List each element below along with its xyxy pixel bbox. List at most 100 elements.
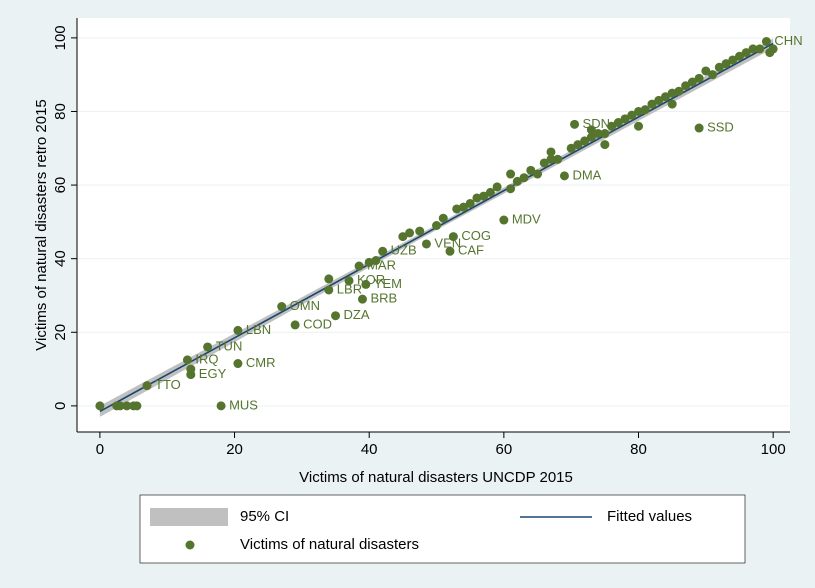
point [667, 99, 677, 109]
point [681, 81, 691, 91]
point [485, 187, 495, 197]
point [586, 125, 596, 135]
point [452, 204, 462, 214]
point [233, 359, 243, 369]
point [748, 44, 758, 54]
point [654, 95, 664, 105]
point [553, 154, 563, 164]
point-label: CMR [246, 355, 276, 370]
point [728, 55, 738, 65]
point [479, 191, 489, 201]
point [701, 66, 711, 76]
point [290, 320, 300, 330]
point [566, 143, 576, 153]
point-label: DZA [344, 307, 370, 322]
point [519, 173, 529, 183]
point [132, 401, 142, 411]
point [421, 239, 431, 249]
point [448, 232, 458, 242]
point [573, 140, 583, 150]
point-label: CAF [458, 243, 484, 258]
point-label: BRB [370, 291, 397, 306]
point [405, 228, 415, 238]
point [600, 140, 610, 150]
point-label: CHN [774, 33, 802, 48]
point [539, 158, 549, 168]
point [492, 182, 502, 192]
legend-swatch [185, 540, 195, 550]
point [526, 165, 536, 175]
legend-label: Victims of natural disasters [240, 536, 419, 553]
y-tick-label: 100 [52, 25, 69, 50]
point-label: LBR [337, 281, 362, 296]
point [708, 70, 718, 80]
legend-swatch [150, 508, 228, 526]
point [415, 226, 425, 236]
point [203, 342, 213, 352]
point [182, 355, 192, 365]
point-label: LBN [246, 322, 271, 337]
point [354, 261, 364, 271]
point [506, 169, 516, 179]
point-label: TTO [155, 377, 181, 392]
y-tick-label: 0 [52, 402, 69, 410]
point [721, 59, 731, 69]
point [735, 51, 745, 61]
point-label: TUN [216, 338, 243, 353]
y-tick-label: 60 [52, 177, 69, 194]
point [600, 129, 610, 139]
point [499, 215, 509, 225]
point [570, 119, 580, 129]
point [593, 129, 603, 139]
point [277, 302, 287, 312]
point-label: OMN [290, 298, 320, 313]
point [667, 88, 677, 98]
point [761, 37, 771, 47]
point-label: COD [303, 316, 332, 331]
point [472, 193, 482, 203]
point [122, 401, 132, 411]
x-tick-label: 100 [761, 441, 786, 458]
point-label: VEN [434, 235, 461, 250]
point [694, 73, 704, 83]
point [768, 44, 778, 54]
point [458, 202, 468, 212]
point [115, 401, 125, 411]
point-label: COG [461, 228, 491, 243]
x-axis-title: Victims of natural disasters UNCDP 2015 [299, 469, 573, 486]
point-label: UZB [391, 243, 417, 258]
point [607, 121, 617, 131]
x-tick-label: 0 [96, 441, 104, 458]
point [755, 44, 765, 54]
point [361, 279, 371, 289]
point [647, 99, 657, 109]
point [586, 132, 596, 142]
point [620, 114, 630, 124]
y-axis-title: Victims of natural disasters retro 2015 [33, 99, 50, 351]
point [741, 48, 751, 58]
point [95, 401, 105, 411]
x-tick-label: 80 [630, 441, 647, 458]
point [438, 213, 448, 223]
y-tick-label: 40 [52, 250, 69, 267]
point-label: MUS [229, 397, 258, 412]
point [378, 246, 388, 256]
point [216, 401, 226, 411]
point [364, 257, 374, 267]
point [640, 105, 650, 115]
point [627, 110, 637, 120]
point [546, 147, 556, 157]
y-tick-label: 20 [52, 324, 69, 341]
point-label: MDV [512, 211, 541, 226]
point [546, 154, 556, 164]
point [559, 171, 569, 181]
point [506, 184, 516, 194]
point [687, 77, 697, 87]
point [580, 136, 590, 146]
point [344, 276, 354, 286]
point-label: SSD [707, 119, 734, 134]
point [613, 118, 623, 128]
point-label: YEM [374, 276, 402, 291]
point [357, 294, 367, 304]
